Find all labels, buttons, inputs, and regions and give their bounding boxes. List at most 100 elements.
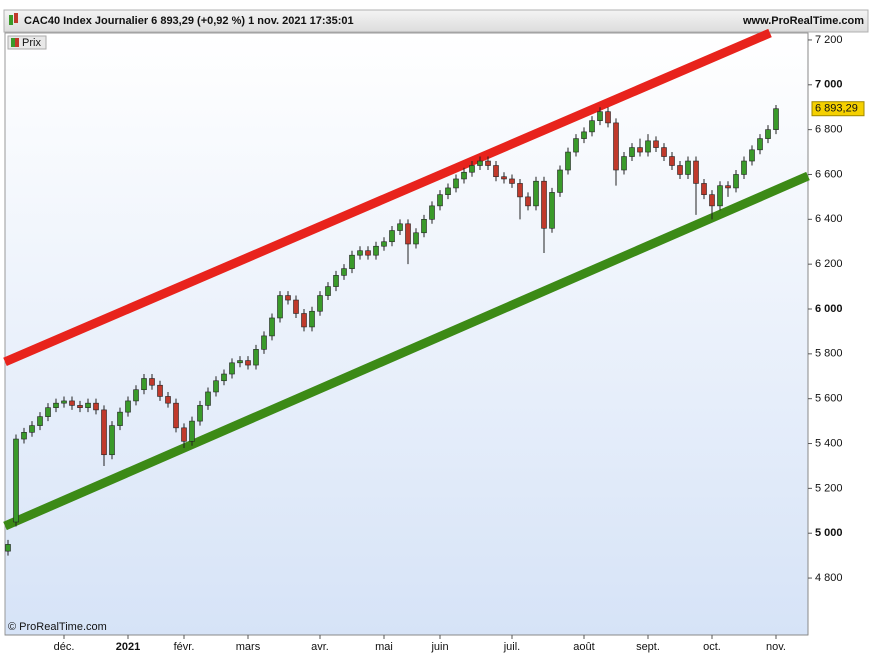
channel-line [3, 171, 810, 531]
candle-body [677, 165, 683, 175]
candle-body [733, 174, 739, 189]
x-tick-label: août [573, 641, 594, 653]
candle-body [645, 140, 651, 153]
last-price-box [811, 101, 865, 117]
candle-body [189, 420, 195, 442]
candle-body [773, 108, 779, 130]
candle-body [685, 160, 691, 175]
watermark: © ProRealTime.com [8, 621, 107, 633]
candle-body [157, 384, 163, 397]
candle-body [357, 250, 363, 256]
candle-body [653, 140, 659, 148]
candle-body [333, 275, 339, 287]
candle-body [13, 438, 19, 523]
candle-body [453, 178, 459, 189]
candle-body [173, 402, 179, 429]
candle-body [485, 160, 491, 166]
candle-body [629, 147, 635, 157]
y-tick-label: 4 800 [815, 572, 843, 584]
candle-body [109, 425, 115, 456]
x-tick-label: juin [430, 641, 448, 653]
candle-body [141, 378, 147, 391]
y-tick-label: 6 600 [815, 168, 843, 180]
candle-body [61, 400, 67, 404]
channel-line [3, 28, 772, 367]
candle-body [405, 223, 411, 245]
site: www.ProRealTime.com [742, 15, 864, 27]
header-bar [3, 9, 869, 33]
x-tick-label: 2021 [116, 641, 140, 653]
candle-body [317, 295, 323, 312]
y-tick-label: 7 200 [815, 34, 843, 46]
candle-body [605, 111, 611, 124]
candle-body [469, 165, 475, 173]
candle-body [237, 360, 243, 364]
candle-body [397, 223, 403, 231]
candle-body [301, 313, 307, 328]
y-tick-label: 6 000 [815, 303, 843, 315]
candle-body [53, 402, 59, 408]
candle-body [717, 185, 723, 207]
legend-icon [15, 38, 19, 47]
candle-body [437, 194, 443, 207]
candle-body [85, 402, 91, 408]
candle-body [93, 402, 99, 411]
header-icon [14, 13, 18, 23]
y-tick-label: 6 800 [815, 124, 843, 136]
candle-body [621, 156, 627, 171]
candle-body [565, 151, 571, 171]
candle-body [613, 122, 619, 171]
x-tick-label: déc. [54, 641, 75, 653]
candle-body [29, 425, 35, 433]
x-tick-label: nov. [766, 641, 786, 653]
header-icon [9, 15, 13, 25]
candle-body [501, 176, 507, 180]
x-tick-label: sept. [636, 641, 660, 653]
legend-icon [11, 38, 15, 47]
candle-body [461, 171, 467, 180]
candle-body [509, 178, 515, 184]
candle-body [69, 400, 75, 406]
candle-body [581, 131, 587, 139]
candle-body [597, 111, 603, 121]
candle-body [5, 544, 11, 552]
candle-body [693, 160, 699, 184]
candle-body [749, 149, 755, 162]
candle-body [709, 194, 715, 207]
candle-body [245, 360, 251, 366]
candle-body [21, 432, 27, 440]
candle-body [253, 349, 259, 366]
candle-body [365, 250, 371, 256]
candle-body [589, 120, 595, 133]
candle-body [125, 400, 131, 413]
candle-body [117, 411, 123, 426]
candle-body [421, 219, 427, 234]
candle-body [285, 295, 291, 301]
legend-label: Prix [22, 37, 41, 49]
candle-body [181, 427, 187, 442]
x-tick-label: avr. [311, 641, 329, 653]
x-tick-label: oct. [703, 641, 721, 653]
candle-body [445, 187, 451, 195]
candle-body [77, 405, 83, 408]
candle-body [205, 391, 211, 406]
candle-body [381, 241, 387, 247]
y-tick-label: 5 800 [815, 348, 843, 360]
x-tick-label: mars [236, 641, 261, 653]
x-tick-label: juil. [503, 641, 521, 653]
candle-body [133, 389, 139, 402]
candle-body [429, 205, 435, 220]
y-tick-label: 5 200 [815, 482, 843, 494]
candle-body [221, 373, 227, 382]
candle-body [477, 160, 483, 166]
candle-body [349, 254, 355, 269]
y-tick-label: 5 600 [815, 393, 843, 405]
candle-body [765, 129, 771, 139]
candle-body [533, 180, 539, 207]
plot-area [4, 32, 809, 636]
candle-body [341, 268, 347, 276]
candle-body [701, 183, 707, 195]
candle-body [557, 169, 563, 193]
candle-body [45, 407, 51, 417]
